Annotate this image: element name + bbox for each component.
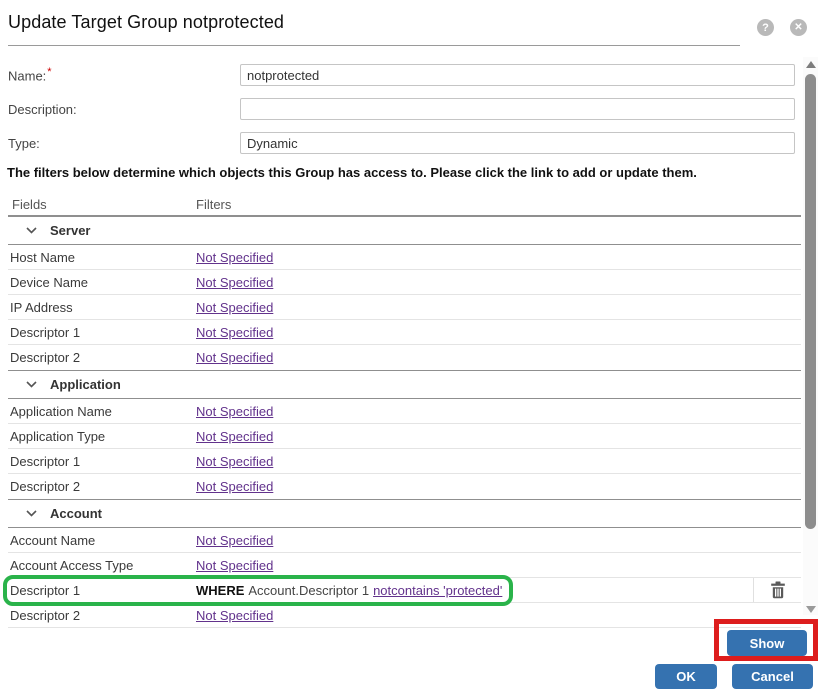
- filter-link[interactable]: Not Specified: [196, 249, 274, 265]
- filter-link[interactable]: Not Specified: [196, 350, 274, 365]
- section-title: Account: [50, 506, 102, 521]
- table-row: Application Name Not Specified: [8, 399, 801, 424]
- section-header-server[interactable]: Server: [8, 217, 801, 245]
- page-title: Update Target Group notprotected: [8, 12, 285, 32]
- help-icon[interactable]: ?: [757, 19, 774, 36]
- vertical-scrollbar[interactable]: [803, 57, 818, 615]
- table-row: Account Name Not Specified: [8, 528, 801, 553]
- field-label: Application Name: [10, 403, 112, 419]
- ok-button[interactable]: OK: [655, 664, 717, 689]
- field-label: Account Name: [10, 532, 96, 548]
- description-label: Description:: [8, 101, 77, 117]
- where-keyword: WHERE: [196, 582, 245, 598]
- type-field[interactable]: [240, 132, 795, 154]
- field-label: Descriptor 2: [10, 479, 81, 494]
- name-field[interactable]: [240, 64, 795, 86]
- cancel-button[interactable]: Cancel: [732, 664, 813, 689]
- filters-column-header: Filters: [196, 197, 232, 212]
- description-field[interactable]: [240, 98, 795, 120]
- filter-link[interactable]: Not Specified: [196, 532, 274, 548]
- row-action-cell: [753, 578, 801, 602]
- filter-link[interactable]: Not Specified: [196, 274, 274, 290]
- filter-link[interactable]: Not Specified: [196, 299, 274, 315]
- chevron-down-icon: [26, 510, 38, 517]
- table-row: Descriptor 1 Not Specified: [8, 320, 801, 345]
- table-row: Account Access Type Not Specified: [8, 553, 801, 578]
- table-row: IP Address Not Specified: [8, 295, 801, 320]
- section-application: Application Application Name Not Specifi…: [8, 370, 801, 499]
- filter-link[interactable]: Not Specified: [196, 479, 274, 494]
- table-row-where-filter: Descriptor 1 WHERE Account.Descriptor 1 …: [8, 578, 801, 603]
- table-row: Host Name Not Specified: [8, 245, 801, 270]
- table-header-row: Fields Filters: [8, 194, 801, 216]
- field-label: Host Name: [10, 249, 76, 265]
- section-header-account[interactable]: Account: [8, 500, 801, 528]
- filters-table: Fields Filters Server Host Name Not Spec…: [8, 194, 801, 628]
- chevron-down-icon: [26, 227, 38, 234]
- fields-column-header: Fields: [12, 197, 47, 212]
- field-label: IP Address: [10, 299, 73, 315]
- filter-link[interactable]: Not Specified: [196, 428, 274, 444]
- field-label: Application Type: [10, 428, 106, 444]
- name-form-row: Name:*: [8, 64, 795, 86]
- trash-icon: [770, 581, 786, 602]
- chevron-down-icon: [26, 381, 38, 388]
- scrollbar-down-arrow-icon[interactable]: [805, 606, 816, 613]
- field-label: Descriptor 2: [10, 607, 81, 623]
- table-row: Descriptor 2 Not Specified: [8, 345, 801, 370]
- description-form-row: Description:: [8, 98, 795, 120]
- section-title: Server: [50, 223, 91, 238]
- field-label: Device Name: [10, 274, 89, 290]
- filter-link[interactable]: Not Specified: [196, 403, 274, 419]
- title-divider: [8, 45, 740, 46]
- name-label: Name:*: [8, 66, 52, 84]
- type-label: Type:: [8, 135, 40, 151]
- table-row: Descriptor 2 Not Specified: [8, 474, 801, 499]
- table-row: Descriptor 2 Not Specified: [8, 603, 801, 628]
- filter-link[interactable]: Not Specified: [196, 607, 274, 623]
- scrollbar-up-arrow-icon[interactable]: [805, 61, 816, 68]
- section-header-application[interactable]: Application: [8, 371, 801, 399]
- field-label: Descriptor 2: [10, 350, 81, 365]
- table-row: Application Type Not Specified: [8, 424, 801, 449]
- table-row: Device Name Not Specified: [8, 270, 801, 295]
- filter-link[interactable]: Not Specified: [196, 557, 274, 573]
- scrollbar-thumb[interactable]: [805, 74, 816, 529]
- type-form-row: Type:: [8, 132, 795, 154]
- filter-link[interactable]: Not Specified: [196, 453, 274, 469]
- where-subject: Account.Descriptor 1: [248, 582, 370, 598]
- section-account: Account Account Name Not Specified Accou…: [8, 499, 801, 628]
- show-button[interactable]: Show: [727, 630, 807, 656]
- field-label: Descriptor 1: [10, 324, 81, 340]
- close-icon[interactable]: ✕: [790, 19, 807, 36]
- filter-link[interactable]: Not Specified: [196, 324, 274, 340]
- field-label: Descriptor 1: [10, 582, 81, 598]
- section-server: Server Host Name Not Specified Device Na…: [8, 216, 801, 370]
- section-title: Application: [50, 377, 121, 392]
- table-row: Descriptor 1 Not Specified: [8, 449, 801, 474]
- field-label: Descriptor 1: [10, 453, 81, 469]
- filters-instruction: The filters below determine which object…: [7, 165, 697, 180]
- where-clause: WHERE Account.Descriptor 1 notcontains '…: [196, 583, 753, 598]
- field-label: Account Access Type: [10, 557, 134, 573]
- where-filter-link[interactable]: notcontains 'protected': [373, 582, 503, 598]
- required-marker: *: [47, 66, 52, 79]
- delete-filter-button[interactable]: [770, 581, 786, 599]
